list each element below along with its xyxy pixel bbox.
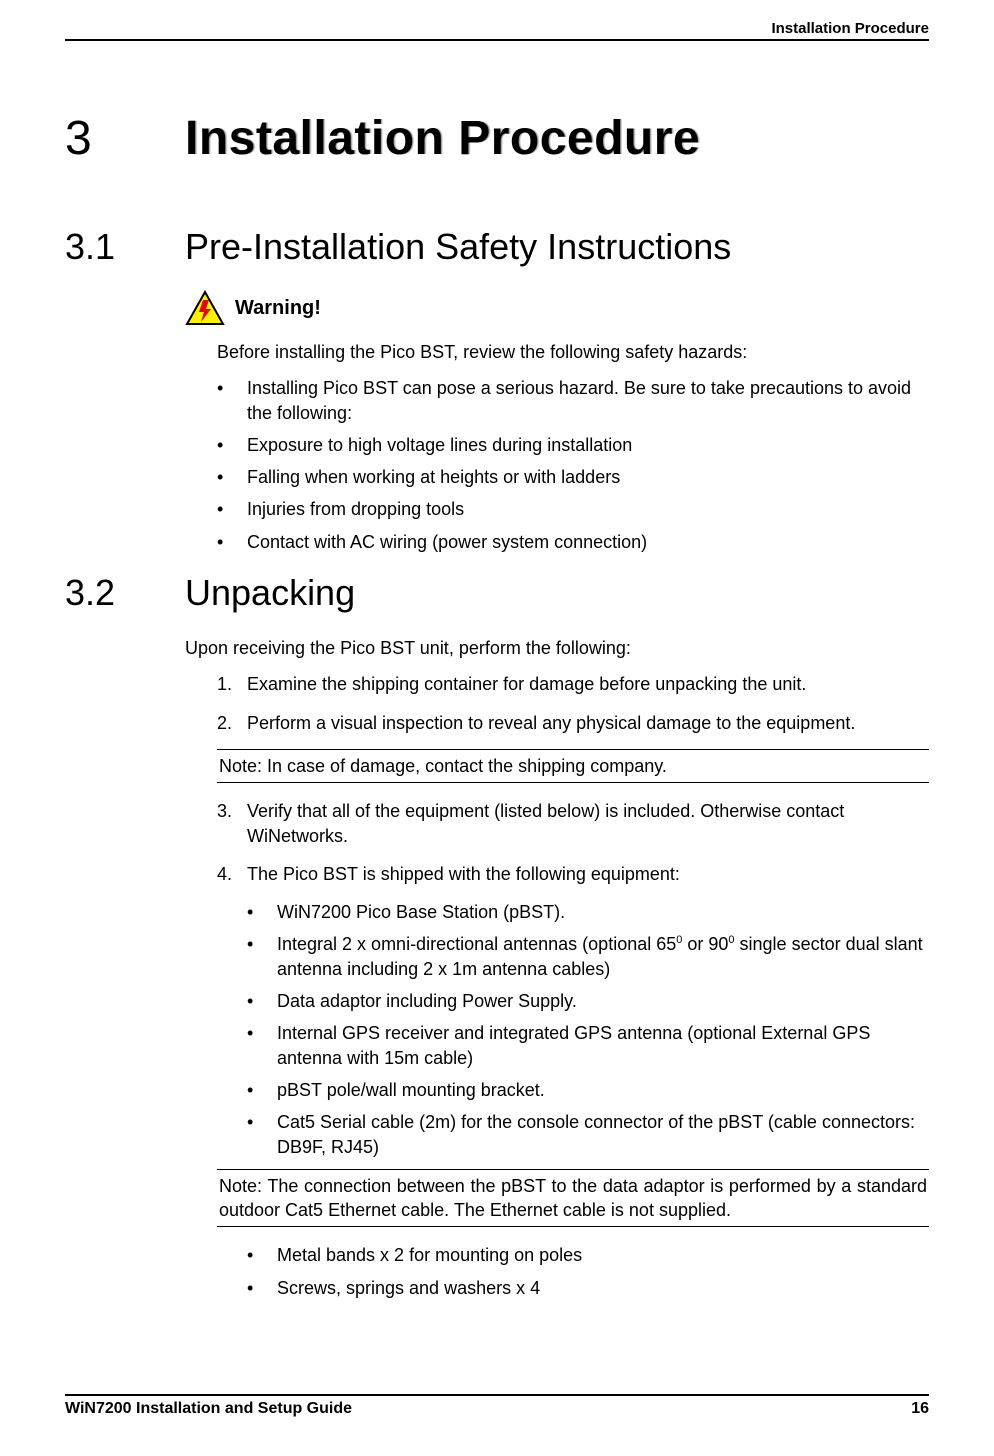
list-item: Examine the shipping container for damag… bbox=[217, 672, 929, 696]
section-3-1-heading: 3.1 Pre-Installation Safety Instructions bbox=[65, 226, 929, 268]
footer-doc-title: WiN7200 Installation and Setup Guide bbox=[65, 1400, 352, 1418]
section-3-2-heading: 3.2 Unpacking bbox=[65, 572, 929, 614]
warning-bullets: Installing Pico BST can pose a serious h… bbox=[217, 376, 929, 554]
page-footer: WiN7200 Installation and Setup Guide 16 bbox=[65, 1394, 929, 1418]
unpacking-intro: Upon receiving the Pico BST unit, perfor… bbox=[185, 636, 929, 660]
section-number: 3.1 bbox=[65, 226, 185, 268]
list-item: Internal GPS receiver and integrated GPS… bbox=[247, 1021, 929, 1070]
running-header: Installation Procedure bbox=[65, 20, 929, 41]
chapter-number: 3 bbox=[65, 111, 185, 166]
section-number: 3.2 bbox=[65, 572, 185, 614]
equipment-list-cont: Metal bands x 2 for mounting on poles Sc… bbox=[247, 1243, 929, 1300]
list-item: Data adaptor including Power Supply. bbox=[247, 989, 929, 1013]
section-title: Pre-Installation Safety Instructions bbox=[185, 226, 731, 268]
text: or 90 bbox=[682, 934, 728, 954]
section-title: Unpacking bbox=[185, 572, 355, 614]
warning-callout: Warning! bbox=[185, 290, 929, 326]
warning-triangle-icon bbox=[185, 290, 225, 326]
list-item: Verify that all of the equipment (listed… bbox=[217, 799, 929, 848]
equipment-list: WiN7200 Pico Base Station (pBST). Integr… bbox=[247, 900, 929, 1159]
text: Integral 2 x omni-directional antennas (… bbox=[277, 934, 676, 954]
list-item: Metal bands x 2 for mounting on poles bbox=[247, 1243, 929, 1267]
list-item: Injuries from dropping tools bbox=[217, 497, 929, 521]
list-item: Installing Pico BST can pose a serious h… bbox=[217, 376, 929, 425]
list-item: Falling when working at heights or with … bbox=[217, 465, 929, 489]
list-item: WiN7200 Pico Base Station (pBST). bbox=[247, 900, 929, 924]
warning-label: Warning! bbox=[235, 297, 321, 320]
unpacking-steps: Examine the shipping container for damag… bbox=[217, 672, 929, 735]
list-item: Cat5 Serial cable (2m) for the console c… bbox=[247, 1110, 929, 1159]
unpacking-steps-cont: Verify that all of the equipment (listed… bbox=[217, 799, 929, 886]
list-item: Exposure to high voltage lines during in… bbox=[217, 433, 929, 457]
note-box: Note: The connection between the pBST to… bbox=[217, 1169, 929, 1228]
warning-intro: Before installing the Pico BST, review t… bbox=[217, 340, 929, 364]
chapter-title: Installation Procedure bbox=[185, 111, 700, 166]
list-item: Integral 2 x omni-directional antennas (… bbox=[247, 932, 929, 981]
note-box: Note: In case of damage, contact the shi… bbox=[217, 749, 929, 783]
footer-page-number: 16 bbox=[911, 1400, 929, 1418]
chapter-heading: 3 Installation Procedure bbox=[65, 111, 929, 166]
list-item: pBST pole/wall mounting bracket. bbox=[247, 1078, 929, 1102]
list-item: The Pico BST is shipped with the followi… bbox=[217, 862, 929, 886]
list-item: Screws, springs and washers x 4 bbox=[247, 1276, 929, 1300]
list-item: Contact with AC wiring (power system con… bbox=[217, 530, 929, 554]
list-item: Perform a visual inspection to reveal an… bbox=[217, 711, 929, 735]
